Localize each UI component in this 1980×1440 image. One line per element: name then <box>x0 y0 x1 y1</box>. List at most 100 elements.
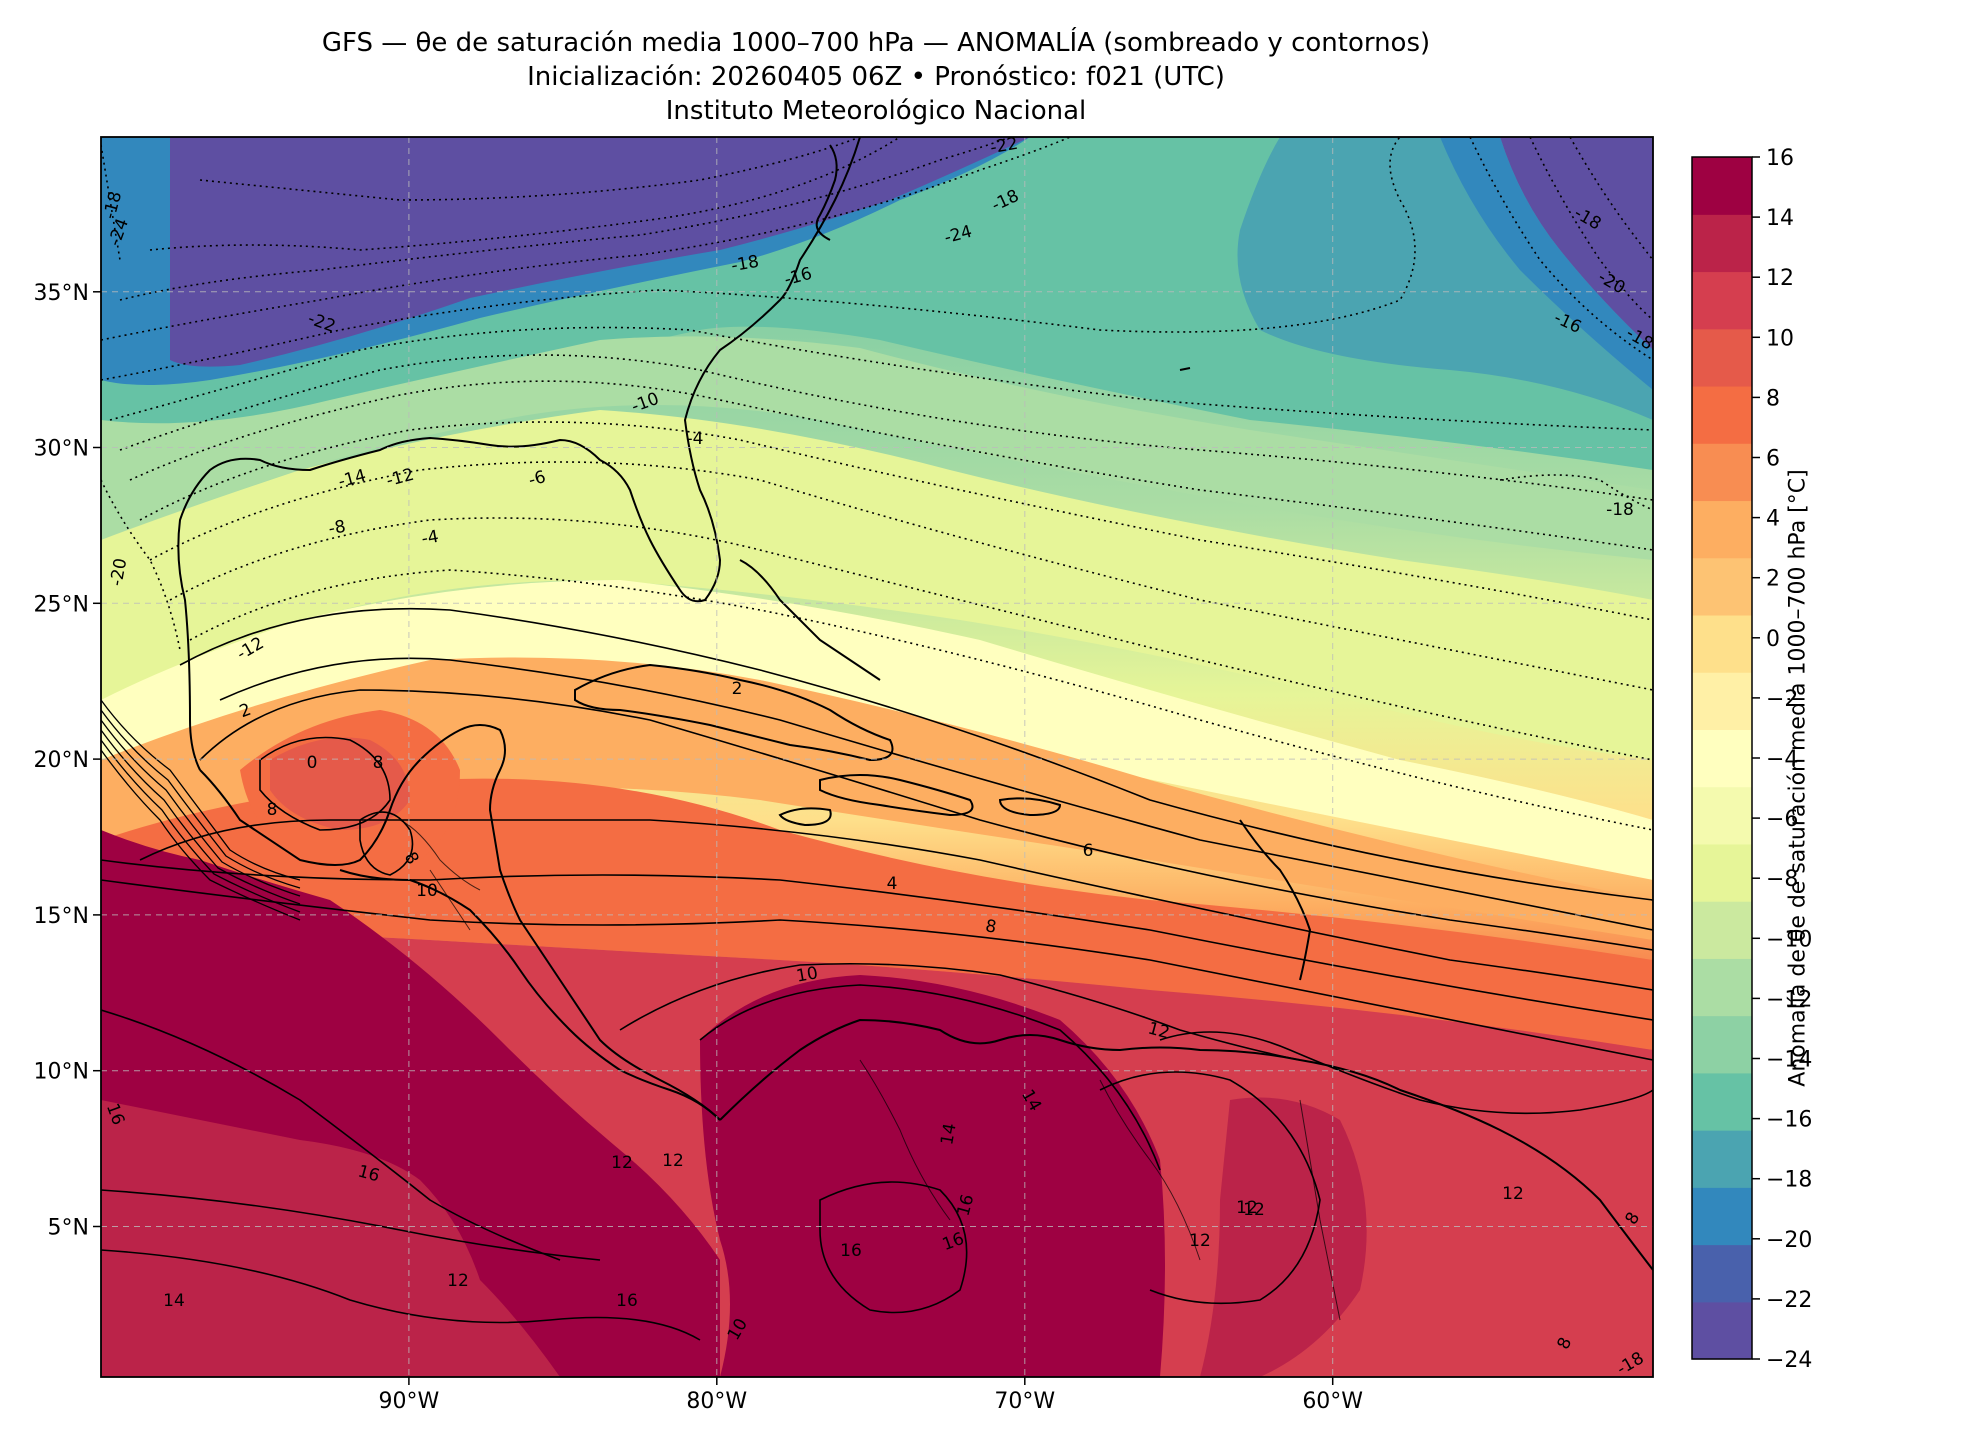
lon-tick-label: 60°W <box>1302 1389 1363 1414</box>
contour-label: 2 <box>732 679 743 699</box>
contour-label: 12 <box>611 1153 633 1173</box>
colorbar-tick-label: −2 <box>1766 687 1798 712</box>
contour-12 <box>619 962 1301 1061</box>
figure-title: GFS — θe de saturación media 1000–700 hP… <box>321 28 1431 58</box>
contour-label: 0 <box>307 753 318 773</box>
contour-neg24 <box>199 137 861 201</box>
colorbar-block <box>1692 271 1752 330</box>
colorbar-block <box>1692 1187 1752 1246</box>
colorbar-tick-label: −4 <box>1766 747 1798 772</box>
colorbar-block <box>1692 1130 1752 1188</box>
band-green-mid <box>101 336 1653 560</box>
colorbar-block <box>1692 385 1752 444</box>
colorbar-tick-label: −12 <box>1766 987 1812 1012</box>
coast-south-america <box>719 1018 1653 1271</box>
lat-tick-label: 30°N <box>34 437 89 462</box>
contours-solid <box>101 607 1653 1341</box>
coast-cuba <box>574 663 894 762</box>
figure-subtitle: Inicialización: 20260405 06Z • Pronóstic… <box>527 62 1225 92</box>
mexico-coast-bundle <box>101 699 301 921</box>
coast-puerto-rico <box>998 797 1062 817</box>
lon-tick-label: 80°W <box>686 1389 747 1414</box>
contour-16-center <box>699 984 1161 1171</box>
band-light-orange <box>101 657 1653 940</box>
band-ne-purple <box>1500 137 1653 350</box>
map-frame <box>100 136 1654 1378</box>
contour-label: -20 <box>107 557 132 588</box>
contour-ne-neg22 <box>1529 137 1653 321</box>
contour-ne-neg12 <box>1499 474 1653 511</box>
contour-mexico-10 <box>359 811 414 876</box>
contour-label: 10 <box>416 881 438 901</box>
colorbar <box>1692 157 1752 1360</box>
contour-neg10 <box>129 380 1653 551</box>
colorbar-block <box>1692 729 1752 788</box>
colorbar-label: Anomalía de θe de saturación media 1000–… <box>1785 469 1811 1087</box>
colorbar-tick-label: 2 <box>1766 567 1780 592</box>
band-dark-red-center <box>700 975 1165 1377</box>
contour-label: 8 <box>267 800 278 820</box>
lat-tick-label: 25°N <box>34 592 89 617</box>
contour-8 <box>101 859 1653 1021</box>
contour-12-south <box>101 1249 701 1341</box>
contour-10 <box>101 879 1653 1061</box>
colorbar-tick-label: 16 <box>1766 146 1794 171</box>
lon-tick-label: 90°W <box>379 1389 440 1414</box>
colorbar-block <box>1692 1072 1752 1131</box>
figure-institution: Instituto Meteorológico Nacional <box>665 96 1087 126</box>
lat-tick-label: 5°N <box>48 1216 89 1241</box>
colorbar-tick-label: −6 <box>1766 807 1798 832</box>
colorbar-block <box>1692 443 1752 502</box>
colorbar-tick-label: 14 <box>1766 206 1794 231</box>
coast-hispaniola <box>819 774 974 817</box>
contours-dotted <box>101 137 1653 831</box>
contour-neg18 <box>101 137 1071 341</box>
coast-jamaica <box>778 807 832 827</box>
contour-ne-neg24 <box>1569 137 1653 261</box>
lon-tick-label: 70°W <box>994 1389 1055 1414</box>
contour-neg8 <box>139 421 1653 621</box>
band-mid-red-east <box>1200 1097 1367 1377</box>
contour-label: 12 <box>1236 1198 1258 1218</box>
colorbar-tick-label: 0 <box>1766 627 1780 652</box>
map-panel: -18-24-20-18 -16-18-22-24-22-18-20-16-18-… <box>101 134 1653 1377</box>
colorbar-tick-label: −14 <box>1766 1048 1812 1073</box>
colorbar-block <box>1692 557 1752 616</box>
colorbar-tick-label: 6 <box>1766 447 1780 472</box>
coastlines <box>177 137 1653 1271</box>
contour-label: 14 <box>163 1291 185 1311</box>
contour-south-loop <box>819 1181 968 1314</box>
figure-title-block: GFS — θe de saturación media 1000–700 hP… <box>100 26 1652 128</box>
contour-neg14 <box>109 326 1653 431</box>
contour-label: 8 <box>984 916 998 938</box>
contour-label: -22 <box>989 134 1020 159</box>
colorbar-block <box>1692 500 1752 559</box>
colorbar-block <box>1692 843 1752 902</box>
contour-label: 14 <box>937 1122 960 1147</box>
colorbar-block <box>1692 958 1752 1017</box>
contour-label: 8 <box>373 753 384 773</box>
anomaly-shading <box>101 137 1653 1377</box>
contour-label: -4 <box>420 527 440 550</box>
lat-tick-label: 10°N <box>34 1060 89 1085</box>
coast-east-usa <box>177 137 861 771</box>
contour-label: 12 <box>1502 1184 1524 1204</box>
contour-neg6 <box>149 461 1653 691</box>
colorbar-block <box>1692 328 1752 387</box>
band-coldest-purple <box>170 137 1030 367</box>
coast-lesser-antilles <box>1239 819 1312 981</box>
band-mid-red-west <box>101 1100 560 1377</box>
contour-bolivar <box>1099 1071 1321 1305</box>
colorbar-block <box>1692 672 1752 730</box>
coast-ne-island <box>1179 367 1191 371</box>
contour-label: -18 <box>730 252 761 277</box>
colorbar-tick-label: 12 <box>1766 266 1794 291</box>
coast-bahamas <box>739 559 881 681</box>
contour-6 <box>139 819 1653 991</box>
contour-label: 12 <box>1243 1200 1265 1220</box>
contour-2 <box>219 657 1653 931</box>
contour-nw-neg16 <box>101 144 121 261</box>
contour-12-east <box>1159 1031 1653 1115</box>
colorbar-tick-label: 4 <box>1766 507 1780 532</box>
band-pale-yellow <box>101 580 1653 880</box>
